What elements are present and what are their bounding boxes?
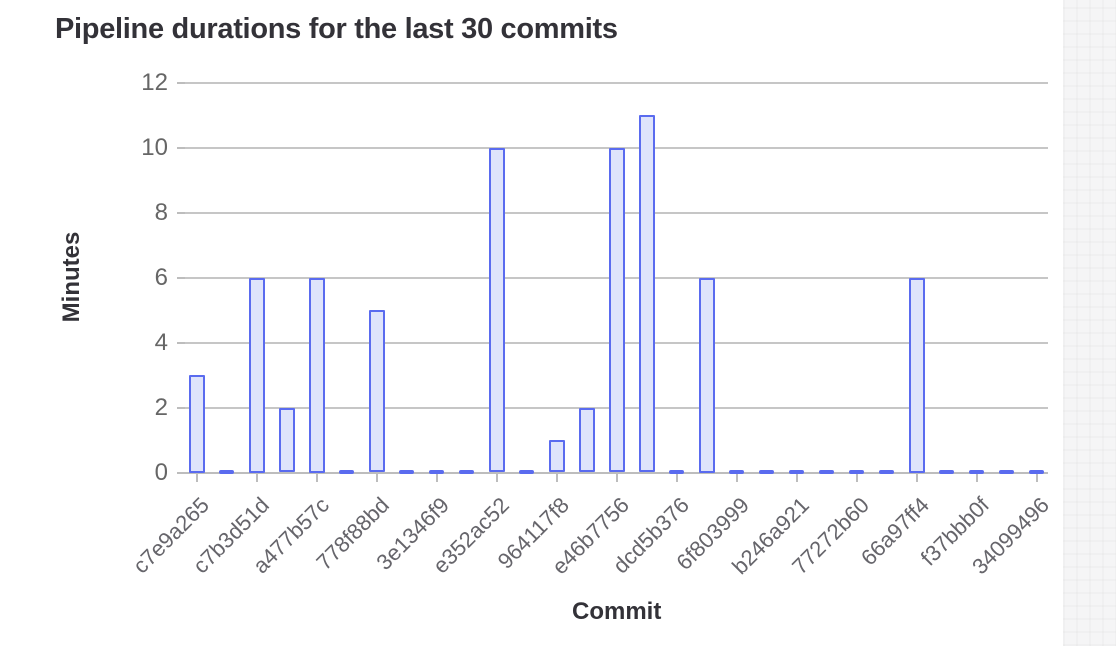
x-axis-title: Commit <box>572 598 662 625</box>
duration-bar-a477b57c[interactable] <box>309 277 325 473</box>
duration-bar-dcd5b376[interactable] <box>669 470 684 474</box>
page-edge-gutter <box>1063 0 1116 646</box>
x-axis-tick <box>796 473 798 482</box>
x-axis-tick <box>376 473 378 482</box>
y-tick-label: 2 <box>154 393 168 421</box>
duration-bar-f37bbb0f[interactable] <box>969 470 984 474</box>
x-axis-tick <box>676 473 678 482</box>
duration-bar-commit-14[interactable] <box>579 407 595 473</box>
x-axis-line <box>185 471 1048 474</box>
x-axis-tick <box>616 473 618 482</box>
x-axis-tick <box>256 473 258 482</box>
y-tick-label: 6 <box>154 263 168 291</box>
y-axis-tick <box>177 406 185 409</box>
y-axis-tick <box>177 471 185 474</box>
duration-bar-commit-18[interactable] <box>699 277 715 473</box>
duration-bar-34099496[interactable] <box>1029 470 1044 474</box>
y-axis-tick <box>177 211 185 214</box>
duration-bar-commit-4[interactable] <box>279 407 295 473</box>
duration-bar-77272b60[interactable] <box>849 470 864 474</box>
duration-bar-commit-10[interactable] <box>459 470 474 474</box>
duration-bar-commit-20[interactable] <box>759 470 774 474</box>
duration-bar-commit-2[interactable] <box>219 470 234 474</box>
duration-bar-e46b7756[interactable] <box>609 147 625 473</box>
y-axis-tick <box>177 341 185 344</box>
y-tick-label: 4 <box>154 328 168 356</box>
x-axis-tick <box>1036 473 1038 482</box>
y-tick-label: 8 <box>154 198 168 226</box>
x-axis-tick <box>556 473 558 482</box>
duration-bar-3e1346f9[interactable] <box>429 470 444 474</box>
duration-bar-778f88bd[interactable] <box>369 310 385 473</box>
x-axis-tick <box>856 473 858 482</box>
duration-bar-commit-24[interactable] <box>879 470 894 474</box>
x-axis-tick <box>436 473 438 482</box>
chart-title: Pipeline durations for the last 30 commi… <box>55 13 618 45</box>
duration-bar-66a97ff4[interactable] <box>909 277 925 473</box>
y-axis-tick <box>177 82 185 84</box>
y-tick-label: 10 <box>141 133 168 161</box>
duration-bar-964117f8[interactable] <box>549 440 565 473</box>
duration-bar-b246a921[interactable] <box>789 470 804 474</box>
duration-bar-commit-28[interactable] <box>999 470 1014 474</box>
duration-bar-commit-6[interactable] <box>339 470 354 474</box>
duration-bar-c7b3d51d[interactable] <box>249 277 265 473</box>
y-axis-tick <box>177 276 185 279</box>
gridline-y12 <box>185 82 1048 84</box>
duration-bar-c7e9a265[interactable] <box>189 375 205 473</box>
x-axis-tick <box>736 473 738 482</box>
x-axis-tick <box>976 473 978 482</box>
y-tick-label: 0 <box>154 458 168 486</box>
duration-bar-6f803999[interactable] <box>729 470 744 474</box>
x-axis-tick <box>196 473 198 482</box>
duration-bar-commit-26[interactable] <box>939 470 954 474</box>
duration-bar-commit-16[interactable] <box>639 115 655 473</box>
x-axis-tick <box>496 473 498 482</box>
y-axis-tick <box>177 146 185 149</box>
duration-bar-commit-12[interactable] <box>519 470 534 474</box>
y-axis-title: Minutes <box>58 231 85 323</box>
duration-bar-commit-8[interactable] <box>399 470 414 474</box>
y-tick-label: 12 <box>141 69 168 96</box>
x-axis-tick <box>316 473 318 482</box>
duration-bar-e352ac52[interactable] <box>489 147 505 473</box>
x-axis-tick <box>916 473 918 482</box>
duration-bar-commit-22[interactable] <box>819 470 834 474</box>
